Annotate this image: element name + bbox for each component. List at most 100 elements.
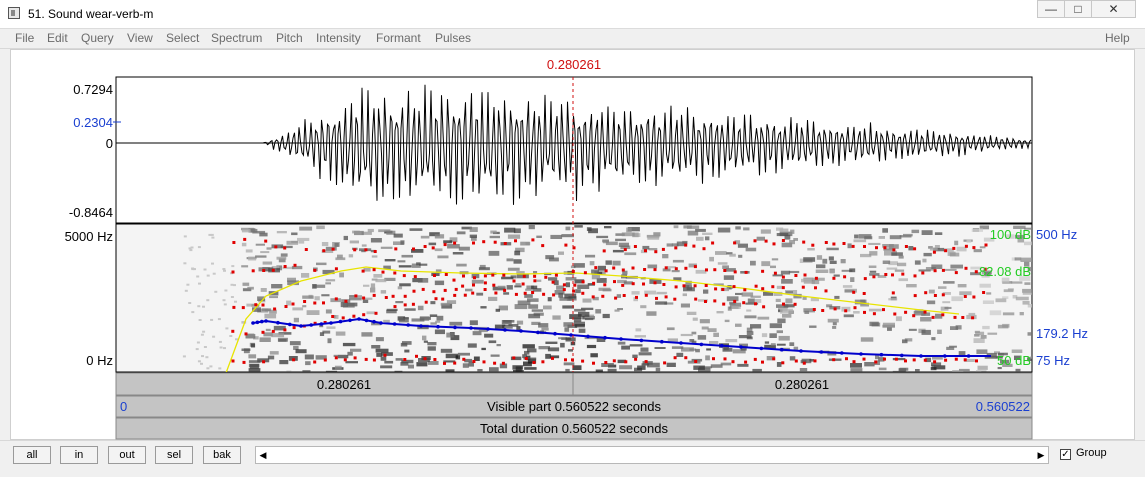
spectrogram-cell <box>699 366 713 369</box>
formant-dot <box>283 246 287 250</box>
spectrogram-cell <box>752 368 762 372</box>
spectrogram-cell <box>549 257 559 262</box>
spectrogram-cell <box>1002 312 1015 316</box>
spectrogram-cell <box>884 250 897 256</box>
spectrogram-cell <box>503 292 510 295</box>
spectrogram-cell <box>423 340 428 343</box>
pitch-dot <box>619 337 623 341</box>
zoom-out-button[interactable]: out <box>108 446 146 464</box>
visible-part-bar[interactable] <box>115 395 1033 418</box>
waveform-min-label: -0.8464 <box>69 205 113 220</box>
spectrogram-cell <box>959 291 972 296</box>
spectrogram-cell <box>316 225 325 230</box>
spectrogram-cell <box>717 227 731 233</box>
formant-dot <box>453 293 457 297</box>
group-checkbox[interactable]: ✓ <box>1060 449 1071 460</box>
formant-dot <box>482 240 486 244</box>
spectrogram-cell <box>287 277 296 282</box>
formant-dot <box>653 281 657 285</box>
pitch-dot <box>453 325 457 330</box>
close-button[interactable]: ✕ <box>1091 0 1136 18</box>
formant-dot <box>251 269 255 273</box>
spectrogram-cell <box>975 370 982 372</box>
spectrogram-cell <box>297 237 310 241</box>
formant-dot <box>322 301 325 305</box>
menu-pulses[interactable]: Pulses <box>435 31 472 45</box>
minimize-button[interactable]: — <box>1037 0 1065 18</box>
spectrogram-cell <box>397 286 403 290</box>
spectrogram-cell <box>495 308 500 312</box>
menu-select[interactable]: Select <box>166 31 200 45</box>
spectrogram-cell <box>514 304 528 310</box>
pitch-dot <box>780 347 784 352</box>
total-duration-bar[interactable] <box>115 417 1033 440</box>
spectrogram-cell <box>214 290 218 293</box>
spectrogram-cell <box>776 362 782 367</box>
spectrogram-cell <box>596 337 606 342</box>
formant-dot <box>341 316 345 320</box>
menu-intensity[interactable]: Intensity <box>316 31 361 45</box>
spectrogram-cell <box>319 332 325 336</box>
formant-dot <box>644 249 647 253</box>
formant-dot <box>772 357 776 361</box>
menu-pitch[interactable]: Pitch <box>276 31 303 45</box>
zoom-sel-button[interactable]: sel <box>155 446 193 464</box>
menu-spectrum[interactable]: Spectrum <box>211 31 263 45</box>
formant-dot <box>274 245 278 249</box>
waveform-value-label: 0.2304 <box>73 115 113 130</box>
zoom-all-button[interactable]: all <box>13 446 51 464</box>
spectrogram-cell <box>334 243 339 247</box>
pitch-dot <box>739 345 743 349</box>
pitch-dot <box>799 349 803 353</box>
spectrogram-cell <box>456 263 467 267</box>
menu-help[interactable]: Help <box>1105 31 1130 45</box>
maximize-button[interactable]: □ <box>1064 0 1092 18</box>
zoom-back-button[interactable]: bak <box>203 446 241 464</box>
waveform-panel[interactable] <box>115 76 1033 224</box>
formant-dot <box>634 357 638 361</box>
menu-edit[interactable]: Edit <box>47 31 68 45</box>
formant-dot <box>231 329 235 333</box>
scroll-right-arrow-icon[interactable]: ▶ <box>1037 450 1045 460</box>
formant-dot <box>963 295 967 298</box>
zoom-in-button[interactable]: in <box>60 446 98 464</box>
spectrogram-cell <box>875 354 880 360</box>
spectrogram-cell <box>563 362 575 366</box>
spectrogram-cell <box>655 367 661 372</box>
title-bar[interactable]: 51. Sound wear-verb-m — □ ✕ <box>0 0 1145 29</box>
time-segment-right[interactable] <box>572 372 1033 396</box>
spectrogram-cell <box>322 330 331 334</box>
spectrogram-cell <box>472 331 482 336</box>
spectrogram-cell <box>887 327 892 331</box>
spectrogram-cell <box>934 245 940 250</box>
menu-file[interactable]: File <box>15 31 35 45</box>
spectrogram-cell <box>398 317 409 323</box>
menu-view[interactable]: View <box>127 31 153 45</box>
spectrogram-cell <box>467 343 477 348</box>
horizontal-scrollbar[interactable]: ◀ ▶ <box>255 446 1049 464</box>
spectrogram-cell <box>489 235 500 239</box>
menu-query[interactable]: Query <box>81 31 114 45</box>
spectrogram-cell <box>1024 241 1032 246</box>
spectrogram-cell <box>709 256 714 262</box>
spectrogram-cell <box>994 351 1000 354</box>
spectrogram-cell <box>302 370 311 372</box>
formant-dot <box>581 280 585 284</box>
spectrogram-cell <box>525 242 531 246</box>
pitch-top-label: 500 Hz <box>1036 227 1077 242</box>
pitch-dot <box>536 330 540 335</box>
formant-dot <box>424 300 428 304</box>
menu-formant[interactable]: Formant <box>376 31 421 45</box>
spectrogram-cell <box>217 318 221 321</box>
formant-dot <box>843 275 847 279</box>
spectrogram-cell <box>203 268 207 271</box>
spectrogram-cell <box>395 301 404 304</box>
spectrogram-cell <box>621 345 630 350</box>
spectrogram-cell <box>647 362 660 368</box>
spectrogram-cell <box>597 271 603 275</box>
spectrogram-cell <box>577 284 590 289</box>
scroll-left-arrow-icon[interactable]: ◀ <box>259 450 267 460</box>
formant-dot <box>893 312 897 316</box>
pitch-dot <box>309 323 314 327</box>
formant-dot <box>832 358 836 362</box>
